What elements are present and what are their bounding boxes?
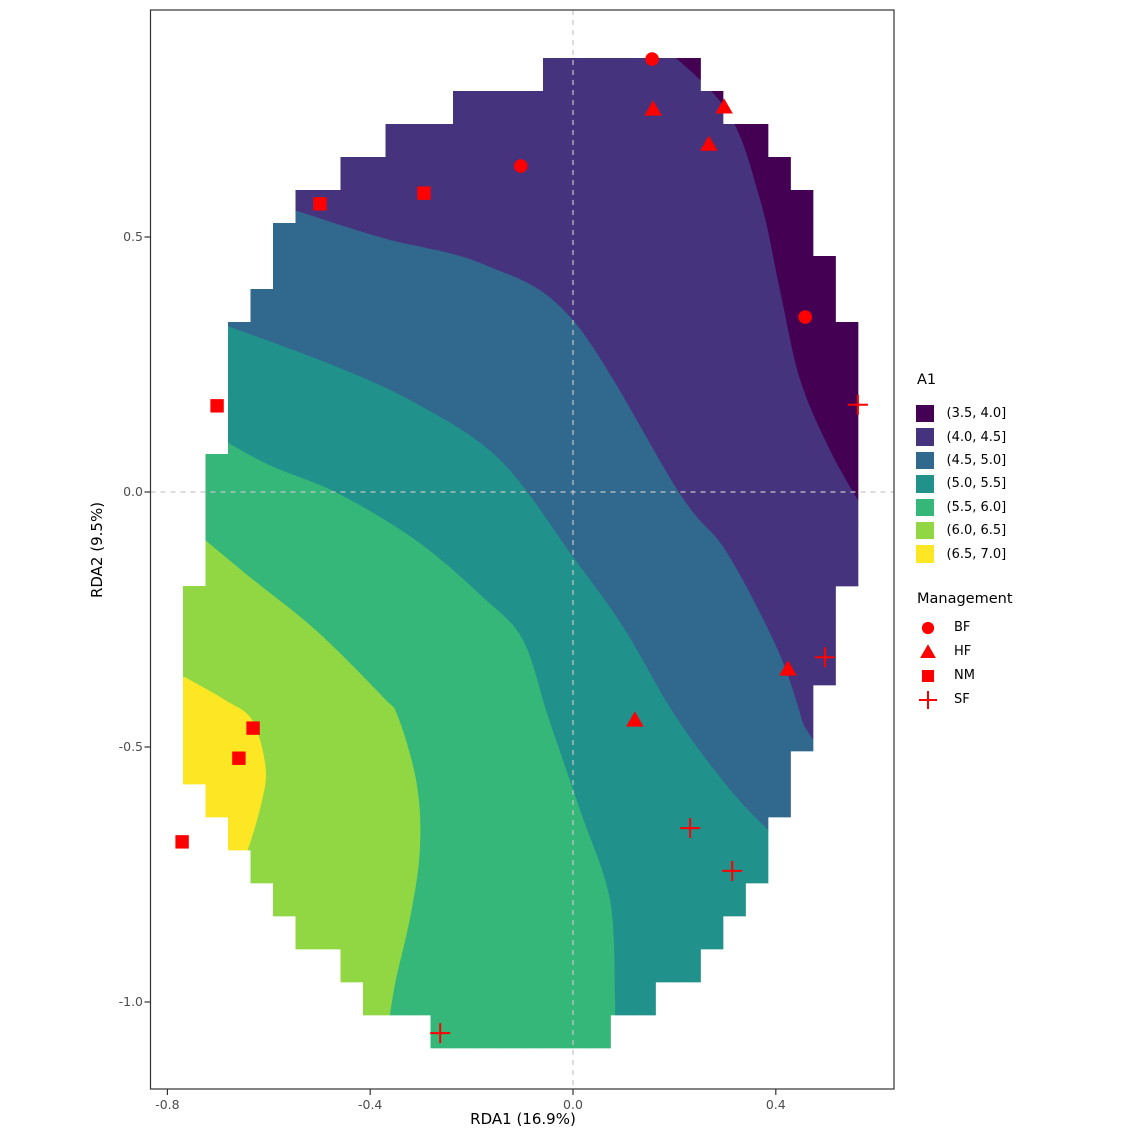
point-BF <box>798 310 813 324</box>
a1-contour-surface <box>183 58 859 1049</box>
legend-entry-label: (5.0, 5.5] <box>946 476 1007 492</box>
point-HF <box>715 98 733 114</box>
legend-entry-label: BF <box>954 620 971 636</box>
point-NM <box>175 835 189 849</box>
marker-square <box>232 751 246 765</box>
y-tick-label: -1.0 <box>118 994 143 1009</box>
legend-entry-a1: (4.0, 4.5] <box>916 425 1131 448</box>
point-SF <box>430 1023 451 1044</box>
marker-triangle <box>700 135 718 151</box>
legend-entry-label: (4.0, 4.5] <box>946 429 1007 445</box>
point-BF <box>645 52 659 66</box>
legend-swatch-icon <box>916 498 934 516</box>
legend-title-management: Management <box>917 590 1013 607</box>
marker-circle <box>921 621 935 634</box>
point-HF <box>779 660 797 676</box>
marker-triangle <box>715 98 733 114</box>
plus-icon <box>916 688 940 712</box>
point-SF <box>680 818 701 839</box>
triangle-icon <box>916 640 940 664</box>
legend-entry-label: NM <box>954 668 975 684</box>
x-tick-label: 0.0 <box>563 1097 583 1112</box>
marker-triangle <box>644 100 662 116</box>
legend-entry-label: (6.5, 7.0] <box>946 546 1007 562</box>
legend-entry-management: HF <box>916 640 1131 664</box>
legend-entry-a1: (6.5, 7.0] <box>916 542 1131 565</box>
point-NM <box>313 197 327 211</box>
legend-swatch-icon <box>916 521 934 540</box>
point-HF <box>644 100 662 116</box>
legend-entry-a1: (4.5, 5.0] <box>916 449 1131 472</box>
legend-entry-management: SF <box>916 688 1131 712</box>
marker-triangle <box>920 643 936 658</box>
x-tick-label: -0.4 <box>357 1097 383 1112</box>
legend-swatch-icon <box>916 428 934 446</box>
site-points <box>175 52 868 1044</box>
y-axis-title: RDA2 (9.5%) <box>88 501 106 599</box>
legend-entry-a1: (5.0, 5.5] <box>916 472 1131 495</box>
legend-entry-label: (3.5, 4.0] <box>946 406 1007 422</box>
square-icon <box>916 664 940 688</box>
marker-triangle <box>626 711 644 727</box>
legend-entry-a1: (5.5, 6.0] <box>916 496 1131 519</box>
y-tick-label: 0.5 <box>123 229 143 244</box>
marker-circle <box>798 310 813 324</box>
marker-square <box>921 669 935 682</box>
marker-square <box>210 399 224 413</box>
point-NM <box>232 751 246 765</box>
marker-square <box>246 721 260 735</box>
point-NM <box>210 399 224 413</box>
point-NM <box>246 721 260 735</box>
x-axis-title: RDA1 (16.9%) <box>470 1110 576 1128</box>
legend-entry-a1: (3.5, 4.0] <box>916 402 1131 425</box>
point-HF <box>700 135 718 151</box>
legend-entry-label: SF <box>954 692 970 708</box>
y-tick-label: -0.5 <box>118 739 143 754</box>
y-tick-label: 0.0 <box>123 484 143 499</box>
management-legend-entries: BF HF NM SF <box>916 616 1131 712</box>
legend-entry-label: (4.5, 5.0] <box>946 452 1007 468</box>
x-tick-label: 0.4 <box>765 1097 786 1112</box>
point-BF <box>513 159 528 173</box>
marker-triangle <box>779 660 797 676</box>
legend-title-a1: A1 <box>917 372 937 388</box>
legend-entry-label: (5.5, 6.0] <box>946 499 1007 515</box>
marker-square <box>175 835 189 849</box>
marker-square <box>313 197 327 211</box>
legend-swatch-icon <box>916 545 934 563</box>
legend-swatch-icon <box>916 404 934 423</box>
marker-square <box>417 186 431 200</box>
legend-entry-label: (6.0, 6.5] <box>946 523 1007 539</box>
point-NM <box>417 186 431 200</box>
legend-entry-a1: (6.0, 6.5] <box>916 519 1131 542</box>
legend-entry-label: HF <box>954 644 972 660</box>
point-SF <box>814 647 835 668</box>
legend-entry-management: NM <box>916 664 1131 688</box>
legend-entry-management: BF <box>916 616 1131 640</box>
marker-circle <box>513 159 528 173</box>
a1-legend-entries: (3.5, 4.0] (4.0, 4.5] (4.5, 5.0] (5.0, 5.5]… <box>916 402 1131 566</box>
point-SF <box>722 860 743 881</box>
point-HF <box>626 711 644 727</box>
legend-swatch-icon <box>916 475 934 493</box>
marker-circle <box>645 52 659 66</box>
circle-icon <box>916 616 940 640</box>
x-tick-label: -0.8 <box>155 1097 180 1112</box>
panel-border <box>149 9 895 1090</box>
legend: A1 (3.5, 4.0] (4.0, 4.5] (4.5, 5.0] (5.0, 5… <box>916 372 1131 712</box>
legend-swatch-icon <box>916 451 934 470</box>
point-SF <box>847 394 868 415</box>
